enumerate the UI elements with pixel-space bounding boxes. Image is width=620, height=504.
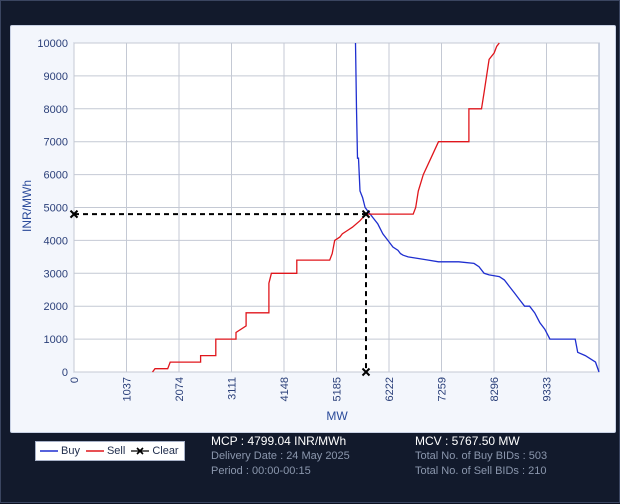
legend-label-sell: Sell bbox=[106, 445, 126, 457]
mcp-text: MCP : 4799.04 INR/MWh bbox=[211, 434, 347, 448]
buy-bids-text: Total No. of Buy BIDs : 503 bbox=[415, 450, 548, 462]
y-tick-label: 1000 bbox=[44, 334, 68, 346]
y-tick-label: 7000 bbox=[44, 137, 68, 149]
y-axis-title: INR/MWh bbox=[20, 180, 34, 232]
y-tick-label: 2000 bbox=[44, 301, 68, 313]
delivery-date-text: Delivery Date : 24 May 2025 bbox=[211, 450, 350, 462]
chart-grid bbox=[73, 42, 600, 373]
x-tick-label: 6222 bbox=[384, 377, 396, 401]
sell-line-swatch bbox=[85, 450, 104, 452]
clear-cross-icon bbox=[131, 447, 150, 455]
legend-item-clear: Clear bbox=[131, 445, 179, 457]
x-tick-label: 4148 bbox=[279, 377, 291, 401]
period-text: Period : 00:00-00:15 bbox=[211, 465, 311, 477]
x-tick-label: 5185 bbox=[332, 377, 344, 401]
chart-legend: Buy Sell Clear bbox=[35, 441, 185, 461]
legend-label-clear: Clear bbox=[152, 445, 179, 457]
y-tick-label: 5000 bbox=[44, 203, 68, 215]
sell-bids-text: Total No. of Sell BIDs : 210 bbox=[415, 465, 547, 477]
buy-line-swatch bbox=[40, 450, 58, 452]
market-info-left: MCP : 4799.04 INR/MWh Delivery Date : 24… bbox=[211, 434, 350, 479]
x-tick-label: 3111 bbox=[227, 377, 239, 400]
clear-point-marker bbox=[361, 209, 371, 219]
x-tick-label: 0 bbox=[69, 377, 81, 383]
x-tick-label: 2074 bbox=[174, 377, 186, 401]
legend-label-buy: Buy bbox=[61, 445, 80, 457]
series-line-sell bbox=[151, 42, 500, 373]
y-tick-label: 8000 bbox=[44, 104, 68, 116]
x-tick-label: 7259 bbox=[437, 377, 449, 401]
y-tick-label: 4000 bbox=[44, 235, 68, 247]
y-tick-label: 6000 bbox=[44, 170, 68, 182]
clear-markers bbox=[69, 209, 371, 377]
legend-item-sell: Sell bbox=[85, 445, 126, 457]
x-axis-title: MW bbox=[326, 409, 348, 423]
x-tick-label: 9333 bbox=[542, 377, 554, 401]
y-tick-label: 3000 bbox=[44, 268, 68, 280]
y-axis-ticks: 0 1000 2000 3000 4000 5000 6000 7000 8000 9000 100… bbox=[37, 38, 68, 379]
y-tick-label: 10000 bbox=[37, 38, 68, 50]
x-tick-label: 1037 bbox=[122, 377, 134, 401]
clear-point-marker bbox=[69, 209, 79, 219]
mcv-text: MCV : 5767.50 MW bbox=[415, 434, 520, 448]
y-tick-label: 9000 bbox=[44, 71, 68, 83]
y-tick-label: 0 bbox=[62, 367, 68, 379]
x-tick-label: 8296 bbox=[489, 377, 501, 401]
legend-item-buy: Buy bbox=[40, 445, 80, 457]
x-axis-ticks: 0 1037 2074 3111 4148 5185 6222 7259 8296 9333 bbox=[69, 377, 554, 401]
clear-point-marker bbox=[361, 367, 371, 377]
market-info-right: MCV : 5767.50 MW Total No. of Buy BIDs :… bbox=[415, 434, 547, 479]
